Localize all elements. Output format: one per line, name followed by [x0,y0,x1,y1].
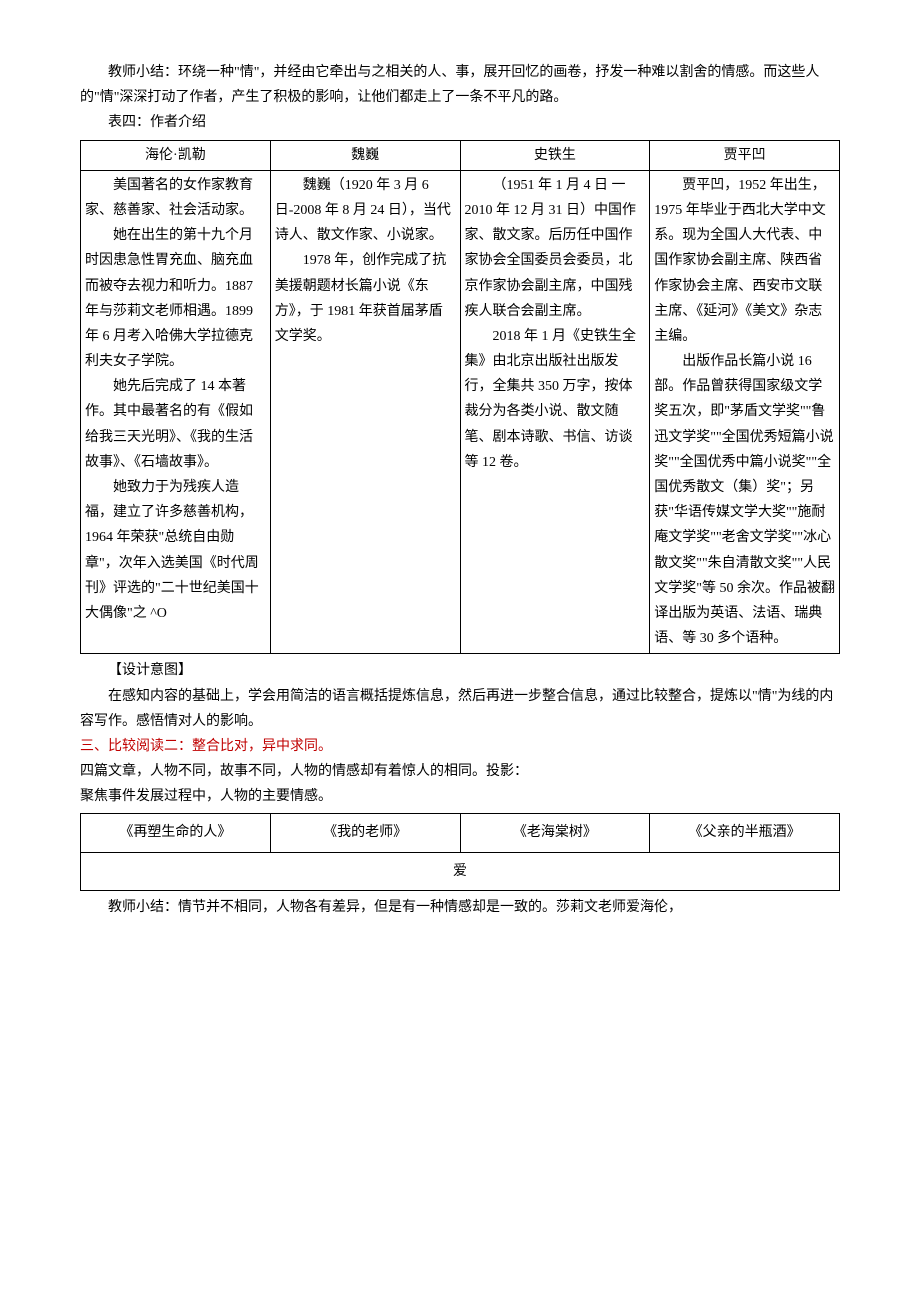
authors-body-row: 美国著名的女作家教育家、慈善家、社会活动家。 她在出生的第十九个月时因患急性胃充… [81,170,840,654]
design-intent-body: 在感知内容的基础上，学会用简洁的语言概括提炼信息，然后再进一步整合信息，通过比较… [80,684,840,734]
work-4: 《父亲的半瓶酒》 [650,814,840,852]
shitiesheng-p2: 2018 年 1 月《史铁生全集》由北京出版社出版发行，全集共 350 万字，按… [465,324,646,475]
teacher-summary-2: 教师小结：情节并不相同，人物各有差异，但是有一种情感却是一致的。莎莉文老师爱海伦… [80,895,840,920]
author-cell-shitiesheng: （1951 年 1 月 4 日 一 2010 年 12 月 31 日）中国作家、… [460,170,650,654]
weiwei-p2: 1978 年，创作完成了抗美援朝题材长篇小说《东方》，于 1981 年获首届茅盾… [275,248,456,349]
author-header-weiwei: 魏巍 [270,140,460,170]
weiwei-p1: 魏巍（1920 年 3 月 6 日-2008 年 8 月 24 日），当代诗人、… [275,173,456,249]
authors-table: 海伦·凯勒 魏巍 史铁生 贾平凹 美国著名的女作家教育家、慈善家、社会活动家。 … [80,140,840,655]
helen-p2: 她在出生的第十九个月时因患急性胃充血、脑充血而被夺去视力和听力。1887 年与莎… [85,223,266,374]
author-header-shitiesheng: 史铁生 [460,140,650,170]
author-cell-weiwei: 魏巍（1920 年 3 月 6 日-2008 年 8 月 24 日），当代诗人、… [270,170,460,654]
works-shared-emotion: 爱 [81,852,840,890]
teacher-summary-1: 教师小结：环绕一种"情"，并经由它牵出与之相关的人、事，展开回忆的画卷，抒发一种… [80,60,840,110]
table4-label: 表四：作者介绍 [80,110,840,135]
jiapingwa-p2: 出版作品长篇小说 16 部。作品曾获得国家级文学奖五次，即"茅盾文学奖""鲁迅文… [654,349,835,651]
work-2: 《我的老师》 [270,814,460,852]
works-header-row: 《再塑生命的人》 《我的老师》 《老海棠树》 《父亲的半瓶酒》 [81,814,840,852]
helen-p4: 她致力于为残疾人造福，建立了许多慈善机构，1964 年荣获"总统自由勋章"，次年… [85,475,266,626]
jiapingwa-p1: 贾平凹，1952 年出生，1975 年毕业于西北大学中文系。现为全国人大代表、中… [654,173,835,349]
author-cell-helen: 美国著名的女作家教育家、慈善家、社会活动家。 她在出生的第十九个月时因患急性胃充… [81,170,271,654]
shitiesheng-p1: （1951 年 1 月 4 日 一 2010 年 12 月 31 日）中国作家、… [465,173,646,324]
section3-line1: 四篇文章，人物不同，故事不同，人物的情感却有着惊人的相同。投影： [80,759,840,784]
section3-line2: 聚焦事件发展过程中，人物的主要情感。 [80,784,840,809]
works-shared-row: 爱 [81,852,840,890]
work-3: 《老海棠树》 [460,814,650,852]
works-table: 《再塑生命的人》 《我的老师》 《老海棠树》 《父亲的半瓶酒》 爱 [80,813,840,890]
author-header-helen: 海伦·凯勒 [81,140,271,170]
helen-p1: 美国著名的女作家教育家、慈善家、社会活动家。 [85,173,266,223]
author-header-jiapingwa: 贾平凹 [650,140,840,170]
helen-p3: 她先后完成了 14 本著作。其中最著名的有《假如给我三天光明》、《我的生活故事》… [85,374,266,475]
work-1: 《再塑生命的人》 [81,814,271,852]
author-cell-jiapingwa: 贾平凹，1952 年出生，1975 年毕业于西北大学中文系。现为全国人大代表、中… [650,170,840,654]
section3-heading: 三、比较阅读二：整合比对，异中求同。 [80,734,840,759]
design-intent-heading: 【设计意图】 [80,658,840,683]
authors-header-row: 海伦·凯勒 魏巍 史铁生 贾平凹 [81,140,840,170]
